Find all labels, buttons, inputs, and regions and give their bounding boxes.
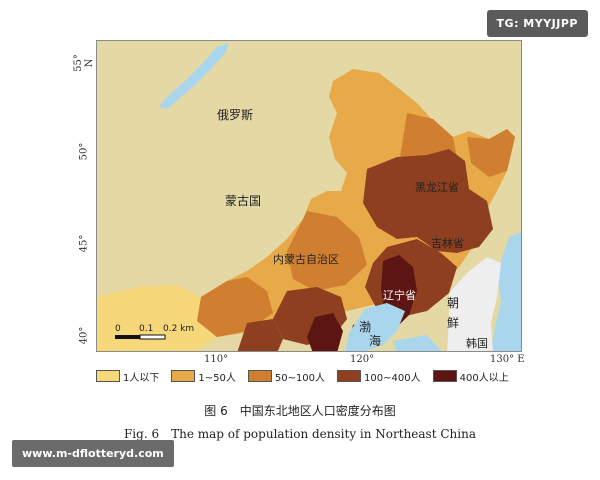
scale-bar-segment-1 xyxy=(115,335,140,339)
legend-item: 1人以下 xyxy=(96,369,159,384)
scale-tick-0: 0 xyxy=(115,324,121,334)
label-bohai-1: 渤 xyxy=(359,320,371,334)
east-sea xyxy=(491,231,521,351)
yellow-sea xyxy=(393,335,442,351)
region-class-5-beijing xyxy=(307,313,343,351)
legend-label: 400人以上 xyxy=(459,372,509,384)
lat-label-50: 50° xyxy=(78,142,90,161)
label-korea-1: 朝 xyxy=(447,296,459,310)
north-korea xyxy=(449,257,501,331)
legend-label: 1~50人 xyxy=(198,372,236,384)
figure-caption-en: Fig. 6 The map of population density in … xyxy=(123,427,476,441)
legend-item: 1~50人 xyxy=(171,369,236,384)
south-korea xyxy=(447,317,493,351)
label-south-korea: 韩国 xyxy=(466,336,488,350)
label-russia: 俄罗斯 xyxy=(217,108,253,122)
region-class-4-heilongjiang xyxy=(363,149,493,253)
legend-label: 50~100人 xyxy=(274,372,326,384)
map-canvas: 俄罗斯 蒙古国 内蒙古自治区 黑龙江省 吉林省 辽宁省 朝 鲜 韩国 渤 海 0… xyxy=(97,41,521,351)
scale-tick-1: 0.1 xyxy=(139,324,153,334)
bohai-sea xyxy=(345,303,405,351)
lat-label-40: 40° xyxy=(78,326,90,345)
watermark-url: www.m-dflotteryd.com xyxy=(12,440,174,467)
region-class-1 xyxy=(97,285,217,351)
legend-item: 100~400人 xyxy=(337,369,421,384)
scale-bar-segment-2 xyxy=(139,334,166,340)
legend-item: 400人以上 xyxy=(432,369,509,384)
scale-bar: 0 0.1 0.2 km xyxy=(115,324,194,340)
region-class-3-central xyxy=(287,211,367,291)
legend-swatch xyxy=(96,370,120,382)
population-density-map: 俄罗斯 蒙古国 内蒙古自治区 黑龙江省 吉林省 辽宁省 朝 鲜 韩国 渤 海 0… xyxy=(96,40,522,352)
label-bohai-2: 海 xyxy=(369,333,381,348)
label-heilongjiang: 黑龙江省 xyxy=(415,181,459,194)
label-jilin: 吉林省 xyxy=(431,236,464,250)
legend-swatch xyxy=(337,370,362,382)
baikal-lake xyxy=(159,43,229,109)
scale-tick-2: 0.2 km xyxy=(163,324,194,334)
legend-swatch xyxy=(247,370,272,382)
legend-swatch xyxy=(171,370,196,382)
label-liaoning: 辽宁省 xyxy=(383,288,416,302)
lat-label-55: 55° N xyxy=(73,54,95,72)
legend-item: 50~100人 xyxy=(247,369,326,384)
legend-label: 1人以下 xyxy=(123,372,160,384)
label-mongolia: 蒙古国 xyxy=(225,193,261,208)
legend: 1人以下 1~50人 50~100人 100~400人 400人以上 xyxy=(96,366,526,386)
label-korea-2: 鲜 xyxy=(447,316,459,330)
lat-label-45: 45° xyxy=(78,234,90,253)
watermark-badge: TG: MYYJJPP xyxy=(486,10,588,37)
lon-label-130: 130° E xyxy=(490,354,525,365)
lon-label-120: 120° xyxy=(350,354,375,365)
legend-swatch xyxy=(432,370,457,382)
lon-label-110: 110° xyxy=(204,354,229,365)
figure-caption-zh: 图 6 中国东北地区人口密度分布图 xyxy=(204,404,396,418)
legend-label: 100~400人 xyxy=(364,372,421,384)
label-inner-mongolia: 内蒙古自治区 xyxy=(273,252,339,266)
region-class-3-east xyxy=(467,129,515,177)
region-class-4-southwest xyxy=(237,319,283,351)
